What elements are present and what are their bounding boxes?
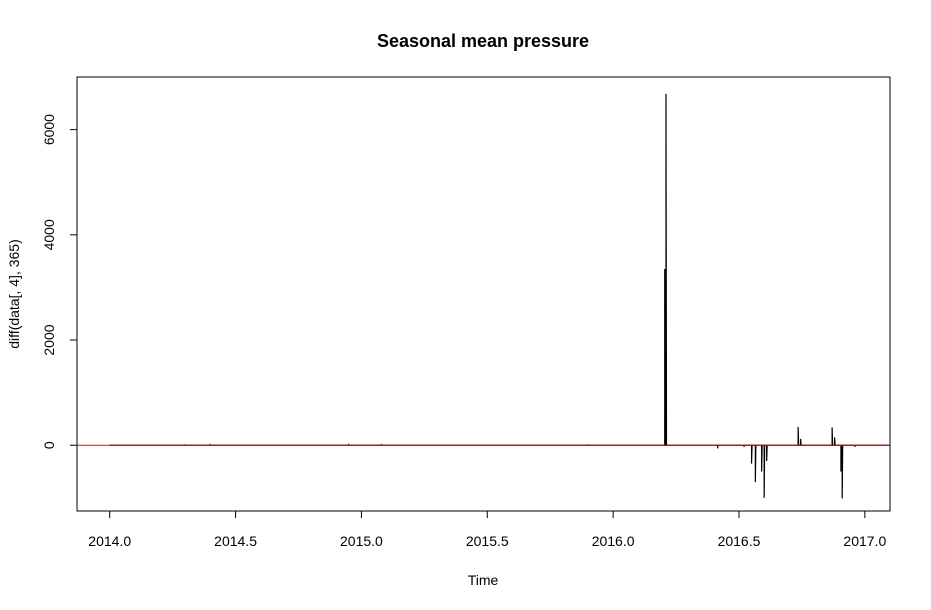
- y-axis: 0 2000 4000 6000: [41, 114, 78, 449]
- series-line-0: [109, 93, 890, 499]
- x-tick-label: 2015.0: [340, 533, 383, 549]
- data-layer: [77, 93, 890, 499]
- y-tick-label: 2000: [41, 324, 57, 355]
- x-tick-label: 2016.5: [718, 533, 761, 549]
- x-axis-label: Time: [468, 572, 499, 588]
- x-tick-label: 2014.5: [214, 533, 257, 549]
- x-tick-label: 2016.0: [592, 533, 635, 549]
- x-tick-label: 2017.0: [843, 533, 886, 549]
- x-tick-label: 2015.5: [466, 533, 509, 549]
- y-axis-label: diff(data[, 4], 365): [6, 239, 22, 348]
- x-axis: 2014.0 2014.5 2015.0 2015.5 2016.0 2016.5 2017…: [88, 510, 886, 549]
- chart-title: Seasonal mean pressure: [377, 31, 589, 51]
- y-tick-label: 6000: [41, 114, 57, 145]
- y-tick-label: 0: [41, 441, 57, 449]
- x-tick-label: 2014.0: [88, 533, 131, 549]
- y-tick-label: 4000: [41, 219, 57, 250]
- plot-frame: [76, 76, 891, 512]
